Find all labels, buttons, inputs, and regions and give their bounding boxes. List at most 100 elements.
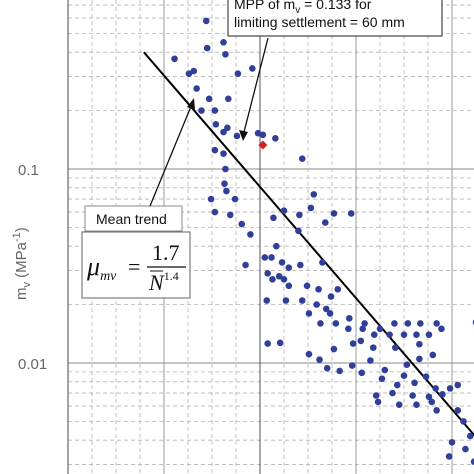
- plot-frame: [67, 0, 69, 474]
- data-point: [403, 361, 411, 369]
- data-point: [439, 390, 446, 398]
- data-point: [425, 393, 433, 401]
- data-point: [222, 51, 229, 58]
- data-points: [171, 17, 474, 465]
- data-point: [205, 95, 213, 103]
- equation-numerator: 1.7: [152, 240, 180, 265]
- data-point: [345, 325, 352, 333]
- data-point: [416, 355, 423, 363]
- data-point: [330, 210, 338, 217]
- data-point: [198, 107, 205, 114]
- data-point: [400, 372, 408, 380]
- data-point: [273, 242, 280, 250]
- data-point: [285, 264, 293, 271]
- data-point: [438, 325, 445, 333]
- equation-equals: =: [128, 254, 140, 279]
- data-point: [234, 70, 242, 77]
- data-point: [310, 191, 318, 198]
- data-point: [330, 345, 338, 353]
- data-point: [336, 367, 343, 375]
- data-point: [269, 276, 276, 283]
- data-point: [470, 458, 474, 465]
- y-axis-title: mv (MPa-1): [11, 227, 33, 300]
- data-point: [372, 392, 380, 399]
- data-point: [317, 320, 324, 327]
- data-point: [392, 344, 399, 351]
- mean-trend-line: [143, 51, 474, 437]
- data-point: [347, 210, 355, 217]
- data-point: [454, 381, 462, 389]
- data-point: [417, 320, 424, 327]
- data-point: [445, 453, 453, 460]
- data-point: [411, 379, 418, 387]
- data-point: [361, 320, 368, 327]
- mpp-arrowhead: [239, 130, 248, 141]
- data-point: [211, 146, 219, 154]
- data-point: [462, 445, 469, 453]
- data-point: [220, 38, 227, 46]
- data-point: [345, 314, 353, 322]
- data-point: [226, 211, 234, 219]
- data-point: [307, 204, 315, 212]
- data-point: [203, 44, 211, 52]
- data-point: [332, 320, 340, 327]
- data-point: [220, 150, 227, 157]
- data-point: [432, 385, 439, 392]
- data-point: [276, 339, 284, 347]
- data-point: [264, 269, 271, 277]
- data-point: [282, 297, 290, 304]
- data-point: [285, 282, 293, 290]
- data-point: [298, 155, 306, 163]
- data-point: [395, 401, 403, 408]
- data-point: [247, 231, 254, 238]
- data-point: [220, 128, 227, 136]
- equation-denominator: N1.4: [148, 269, 179, 295]
- data-point: [242, 261, 249, 269]
- data-point: [303, 282, 311, 290]
- data-point: [316, 356, 323, 363]
- data-point: [185, 70, 193, 77]
- data-point: [275, 272, 283, 280]
- data-point: [404, 320, 412, 327]
- data-point: [334, 285, 342, 293]
- data-point: [278, 259, 286, 266]
- data-point: [202, 17, 210, 25]
- data-point: [211, 107, 219, 114]
- data-point: [409, 392, 416, 399]
- data-point: [264, 340, 271, 347]
- data-point: [321, 219, 329, 226]
- data-point: [391, 320, 398, 327]
- data-point: [326, 310, 334, 317]
- data-point: [171, 55, 178, 63]
- data-point: [315, 285, 322, 293]
- data-point: [448, 439, 456, 446]
- mpp-annotation-line1: MPP of mv = 0.133 for: [234, 0, 372, 16]
- data-point: [393, 381, 401, 389]
- data-point: [211, 208, 219, 216]
- data-point: [222, 165, 229, 173]
- mpp-point-layer: [258, 140, 268, 150]
- data-point: [349, 340, 357, 347]
- equation-box: [81, 231, 191, 299]
- data-point: [323, 364, 331, 372]
- data-point: [212, 120, 220, 128]
- data-point: [381, 366, 389, 374]
- data-point: [413, 401, 420, 408]
- data-point: [348, 362, 356, 369]
- data-point: [376, 325, 384, 333]
- data-point: [429, 351, 437, 359]
- data-point: [357, 337, 365, 345]
- data-point: [327, 293, 335, 300]
- data-point: [358, 369, 366, 377]
- mpp-annotation-box: [227, 0, 443, 37]
- data-point: [193, 85, 200, 92]
- mean-trend-label: Mean trend: [96, 211, 167, 227]
- data-point: [268, 254, 275, 261]
- data-point: [231, 195, 239, 203]
- data-point: [466, 432, 474, 440]
- data-point: [428, 398, 436, 406]
- data-point: [370, 331, 378, 338]
- data-point: [221, 180, 228, 187]
- data-point: [280, 276, 288, 283]
